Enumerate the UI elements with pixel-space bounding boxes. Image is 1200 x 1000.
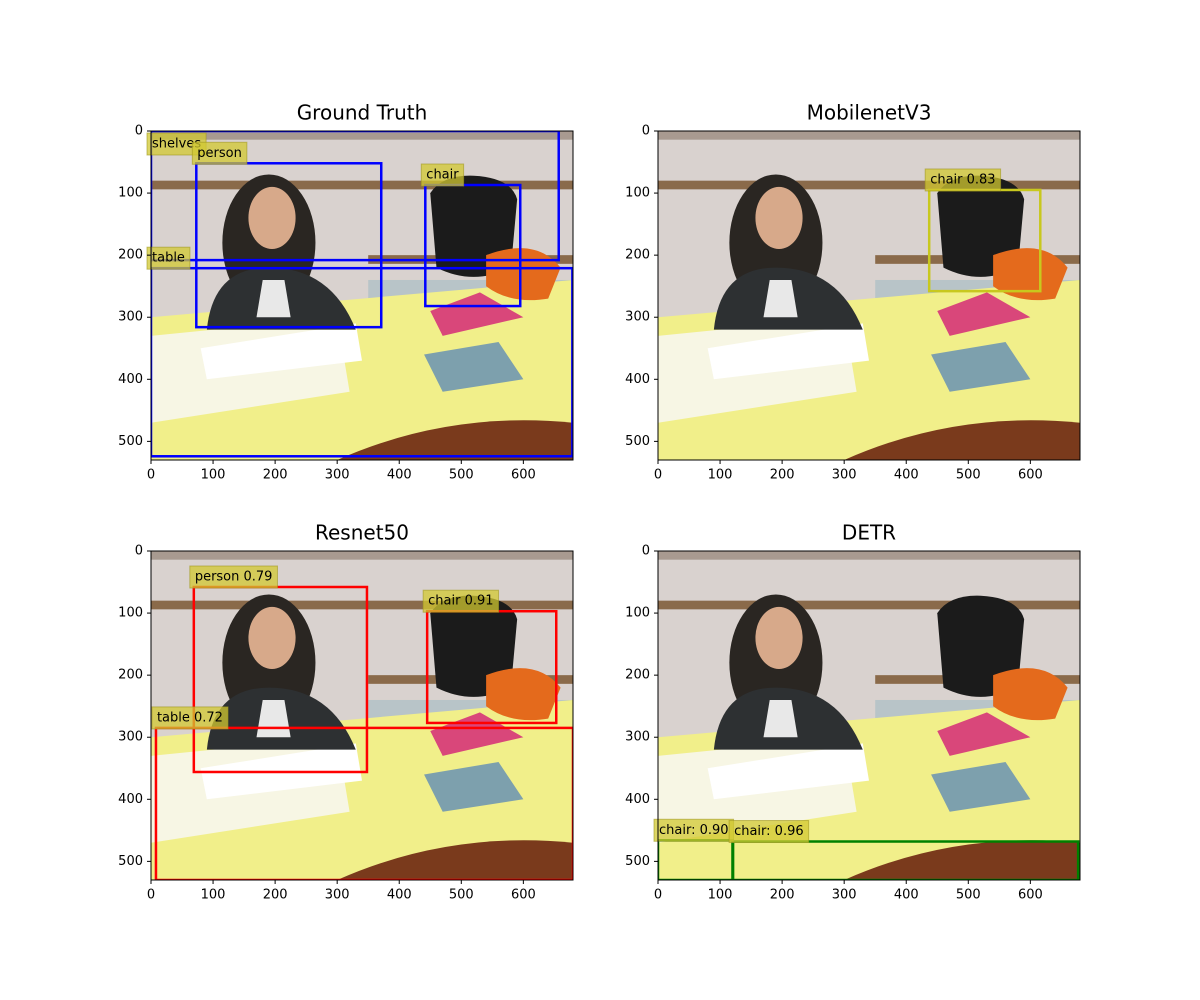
y-tick-label: 400 [118, 792, 143, 807]
axes-frame [150, 130, 574, 461]
x-tick-label: 400 [387, 468, 412, 483]
bounding-box [192, 585, 369, 774]
subplot-title: DETR [842, 521, 896, 545]
bounding-box [151, 131, 560, 262]
label-background [191, 141, 248, 165]
y-tick-label: 0 [135, 124, 143, 139]
axes-frame [657, 550, 1081, 881]
label-background [420, 163, 465, 187]
label-background [146, 246, 191, 270]
subplot: MobilenetV3 chair 0.83 0 100 200 300 400 500 600… [625, 101, 1081, 483]
x-tick-label: 100 [708, 888, 733, 903]
y-tick-label: 500 [118, 434, 143, 449]
label-background [151, 706, 229, 730]
x-tick-label: 100 [201, 468, 226, 483]
y-tick-label: 100 [118, 186, 143, 201]
x-tick-label: 0 [654, 468, 662, 483]
x-tick-label: 600 [511, 468, 536, 483]
box-label: chair: 0.96 [734, 824, 804, 839]
y-tick-label: 200 [118, 248, 143, 263]
x-tick-label: 300 [832, 468, 857, 483]
y-tick-label: 300 [118, 730, 143, 745]
subplot-title: MobilenetV3 [807, 101, 932, 125]
box-label: person [197, 146, 242, 161]
x-tick-label: 600 [1018, 468, 1043, 483]
x-tick-label: 500 [956, 888, 981, 903]
subplot-title: Resnet50 [315, 521, 409, 545]
y-tick-label: 200 [625, 248, 650, 263]
x-tick-label: 100 [201, 888, 226, 903]
y-tick-label: 200 [625, 668, 650, 683]
x-tick-label: 400 [894, 888, 919, 903]
x-tick-label: 200 [770, 888, 795, 903]
y-tick-label: 100 [118, 606, 143, 621]
label-background [728, 820, 810, 844]
box-label: person 0.79 [195, 570, 273, 585]
x-tick-label: 500 [449, 468, 474, 483]
x-tick-label: 300 [325, 468, 350, 483]
bounding-box [424, 183, 522, 308]
y-tick-label: 200 [118, 668, 143, 683]
x-tick-label: 0 [147, 888, 155, 903]
bounding-box [154, 726, 573, 880]
box-label: table 0.72 [157, 710, 223, 725]
label-background [924, 168, 1002, 192]
x-tick-label: 200 [263, 888, 288, 903]
x-tick-label: 500 [449, 888, 474, 903]
y-tick-label: 400 [118, 372, 143, 387]
axes-frame [657, 130, 1081, 461]
bounding-box [195, 162, 383, 329]
y-tick-label: 300 [625, 310, 650, 325]
x-tick-label: 0 [654, 888, 662, 903]
box-label: shelves [152, 137, 201, 152]
box-label: chair [426, 168, 459, 183]
y-tick-label: 0 [642, 124, 650, 139]
x-tick-label: 300 [325, 888, 350, 903]
x-tick-label: 300 [832, 888, 857, 903]
bounding-box [151, 266, 573, 458]
photo [151, 131, 573, 460]
x-tick-label: 600 [1018, 888, 1043, 903]
x-tick-label: 400 [387, 888, 412, 903]
y-tick-label: 500 [118, 854, 143, 869]
y-tick-label: 0 [642, 544, 650, 559]
y-tick-label: 0 [135, 544, 143, 559]
x-tick-label: 200 [263, 468, 288, 483]
y-tick-label: 300 [625, 730, 650, 745]
label-background [422, 589, 500, 613]
y-tick-label: 400 [625, 792, 650, 807]
box-label: chair 0.83 [930, 172, 995, 187]
x-tick-label: 600 [511, 888, 536, 903]
x-tick-label: 200 [770, 468, 795, 483]
label-background [189, 565, 278, 589]
subplot: Resnet50 person 0.79 chair 0.91 table 0.72 0… [118, 521, 574, 903]
box-label: chair 0.91 [428, 594, 493, 609]
y-tick-label: 100 [625, 606, 650, 621]
axes-frame [150, 550, 574, 881]
subplot: DETR chair: 0.90 chair: 0.96 0 100 200 300 400 5… [625, 521, 1081, 903]
x-tick-label: 0 [147, 468, 155, 483]
subplot-title: Ground Truth [297, 101, 428, 125]
y-tick-label: 300 [118, 310, 143, 325]
box-label: table [152, 251, 185, 266]
photo [658, 131, 1080, 460]
y-tick-label: 100 [625, 186, 650, 201]
x-tick-label: 400 [894, 468, 919, 483]
y-tick-label: 500 [625, 854, 650, 869]
y-tick-label: 500 [625, 434, 650, 449]
x-tick-label: 100 [708, 468, 733, 483]
x-tick-label: 500 [956, 468, 981, 483]
y-tick-label: 400 [625, 372, 650, 387]
box-label: chair: 0.90 [659, 823, 729, 838]
